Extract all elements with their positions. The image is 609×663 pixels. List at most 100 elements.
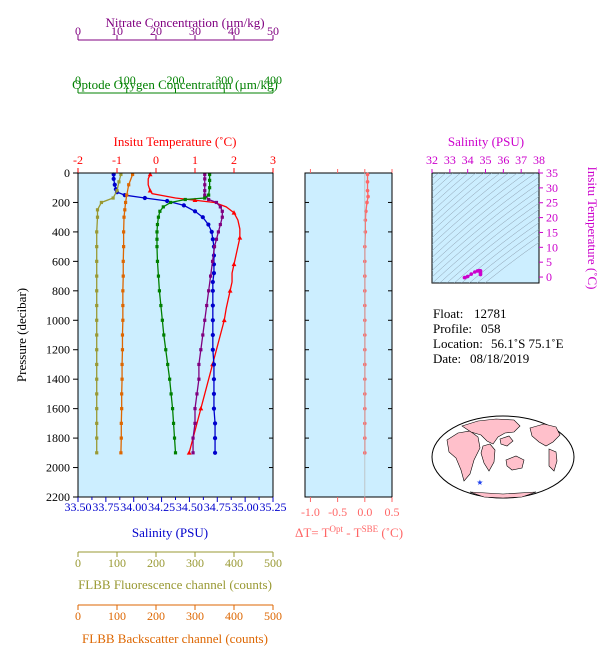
ts-contour xyxy=(432,173,509,238)
ts-contour xyxy=(432,173,536,258)
backscatter-point xyxy=(119,451,123,455)
location-value: 56.1˚S 75.1˚E xyxy=(491,336,564,351)
backscatter-tick-label: 100 xyxy=(108,609,126,623)
fluorescence-point xyxy=(119,172,123,177)
ts-contour xyxy=(432,173,501,232)
ts-x-tick-label: 38 xyxy=(533,153,545,167)
fluorescence-point xyxy=(95,245,99,249)
salinity-point xyxy=(210,237,215,242)
salinity-point xyxy=(210,318,215,323)
oxygen-point xyxy=(170,407,175,411)
fluorescence-point xyxy=(95,303,99,308)
ts-y-tick-label: 20 xyxy=(546,211,558,225)
ts-contour xyxy=(432,173,477,212)
backscatter-tick-label: 0 xyxy=(75,609,81,623)
backscatter-point xyxy=(120,333,125,337)
nitrate-point xyxy=(203,318,207,322)
salinity-tick-label: 33.50 xyxy=(65,500,92,514)
fluorescence-tick-label: 100 xyxy=(108,556,126,570)
backscatter-point xyxy=(121,303,125,308)
oxygen-tick-label: 0 xyxy=(75,73,81,87)
fluorescence-point xyxy=(95,215,100,219)
nitrate-tick-label: 10 xyxy=(111,24,123,38)
salinity-tick-label: 34.75 xyxy=(204,500,231,514)
fluorescence-tick-label: 0 xyxy=(75,556,81,570)
salinity-point xyxy=(210,347,215,352)
fluorescence-point xyxy=(95,362,99,367)
fluorescence-tick-label: 400 xyxy=(225,556,243,570)
fluorescence-tick-label: 200 xyxy=(147,556,165,570)
delta-tick-label: 0.5 xyxy=(385,505,400,519)
salinity-point xyxy=(210,288,215,293)
temperature-point xyxy=(227,288,233,293)
nitrate-point xyxy=(214,200,219,205)
oxygen-point xyxy=(166,362,170,367)
backscatter-point xyxy=(120,348,125,352)
fluorescence-point xyxy=(95,451,99,455)
nitrate-point xyxy=(220,215,224,219)
salinity-point xyxy=(142,195,147,201)
delta-point xyxy=(365,180,370,184)
salinity-point xyxy=(111,176,116,181)
ts-panel-background xyxy=(431,172,540,284)
salinity-point xyxy=(165,198,170,204)
pressure-tick-label: 600 xyxy=(52,254,70,268)
ts-y-tick-label: 30 xyxy=(546,181,558,195)
nitrate-point xyxy=(195,392,199,396)
nitrate-point xyxy=(207,289,211,293)
nitrate-point xyxy=(203,189,207,193)
oxygen-tick-label: 100 xyxy=(118,73,136,87)
ts-contour xyxy=(476,235,539,283)
oxygen-point xyxy=(155,222,160,227)
ts-y-tick-label: 0 xyxy=(546,270,552,284)
salinity-point xyxy=(211,271,217,276)
ts-x-tick-label: 34 xyxy=(462,153,474,167)
ts-x-tick-label: 35 xyxy=(480,153,492,167)
oxygen-point xyxy=(162,333,166,337)
temperature-tick-label: 0 xyxy=(153,153,159,167)
nitrate-point xyxy=(214,237,219,241)
pressure-tick-label: 800 xyxy=(52,284,70,298)
salinity-point xyxy=(210,279,215,285)
nitrate-tick-label: 0 xyxy=(75,24,81,38)
temperature-tick-label: -1 xyxy=(112,153,122,167)
oxygen-point xyxy=(169,200,173,205)
fluorescence-point xyxy=(115,189,119,193)
ts-contour xyxy=(432,46,539,133)
salinity-point xyxy=(112,182,117,187)
location-label: Location: xyxy=(433,336,483,351)
oxygen-point xyxy=(203,196,207,200)
oxygen-point xyxy=(208,172,212,177)
nitrate-point xyxy=(203,193,207,197)
salinity-point xyxy=(211,377,217,382)
fluorescence-point xyxy=(117,180,121,184)
float-info: Float: 12781 Profile: 058 Location: 56.1… xyxy=(433,306,564,366)
oxygen-point xyxy=(159,303,163,308)
backscatter-tick-label: 200 xyxy=(147,609,165,623)
pressure-tick-label: 400 xyxy=(52,225,70,239)
salinity-point xyxy=(212,435,218,441)
oxygen-point xyxy=(158,209,162,213)
pressure-tick-label: 1400 xyxy=(46,372,70,386)
salinity-point xyxy=(212,421,218,426)
salinity-tick-label: 35.00 xyxy=(232,500,259,514)
fluorescence-point xyxy=(95,318,99,322)
backscatter-point xyxy=(119,421,123,425)
nitrate-point xyxy=(201,333,205,337)
nitrate-tick-label: 50 xyxy=(267,24,279,38)
salinity-point xyxy=(212,450,218,455)
fluorescence-point xyxy=(95,289,99,293)
backscatter-point xyxy=(122,215,126,219)
salinity-tick-label: 33.75 xyxy=(92,500,119,514)
fluorescence-tick-label: 500 xyxy=(264,556,282,570)
temperature-point xyxy=(198,406,204,411)
fluorescence-point xyxy=(95,259,99,263)
temperature-point xyxy=(221,317,227,323)
delta-point xyxy=(365,200,369,205)
pressure-tick-label: 2000 xyxy=(46,461,70,475)
salinity-tick-label: 34.50 xyxy=(176,500,203,514)
fluorescence-point xyxy=(95,377,99,381)
ts-series-group xyxy=(462,268,483,280)
oxygen-point xyxy=(207,193,211,197)
salinity-point xyxy=(211,362,217,367)
